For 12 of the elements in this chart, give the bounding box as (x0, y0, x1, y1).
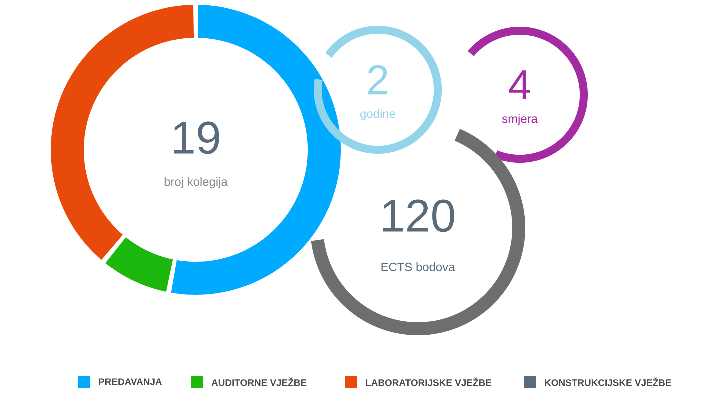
text: smjera (502, 114, 538, 126)
text: godine (360, 109, 396, 121)
text: 120 (383, 200, 454, 232)
legend-label: AUDITORNE VJEŽBE (212, 378, 307, 386)
text: 19 (174, 122, 220, 154)
text: broj kolegija (164, 177, 228, 189)
text: 4 (509, 70, 530, 100)
text: 2 (368, 65, 388, 95)
legend-label: LABORATORIJSKE VJEŽBE (366, 378, 492, 386)
text: ECTS bodova (382, 262, 456, 272)
legend-label: KONSTRUKCIJSKE VJEŽBE (545, 378, 672, 386)
legend-label: PREDAVANJA (99, 378, 162, 386)
